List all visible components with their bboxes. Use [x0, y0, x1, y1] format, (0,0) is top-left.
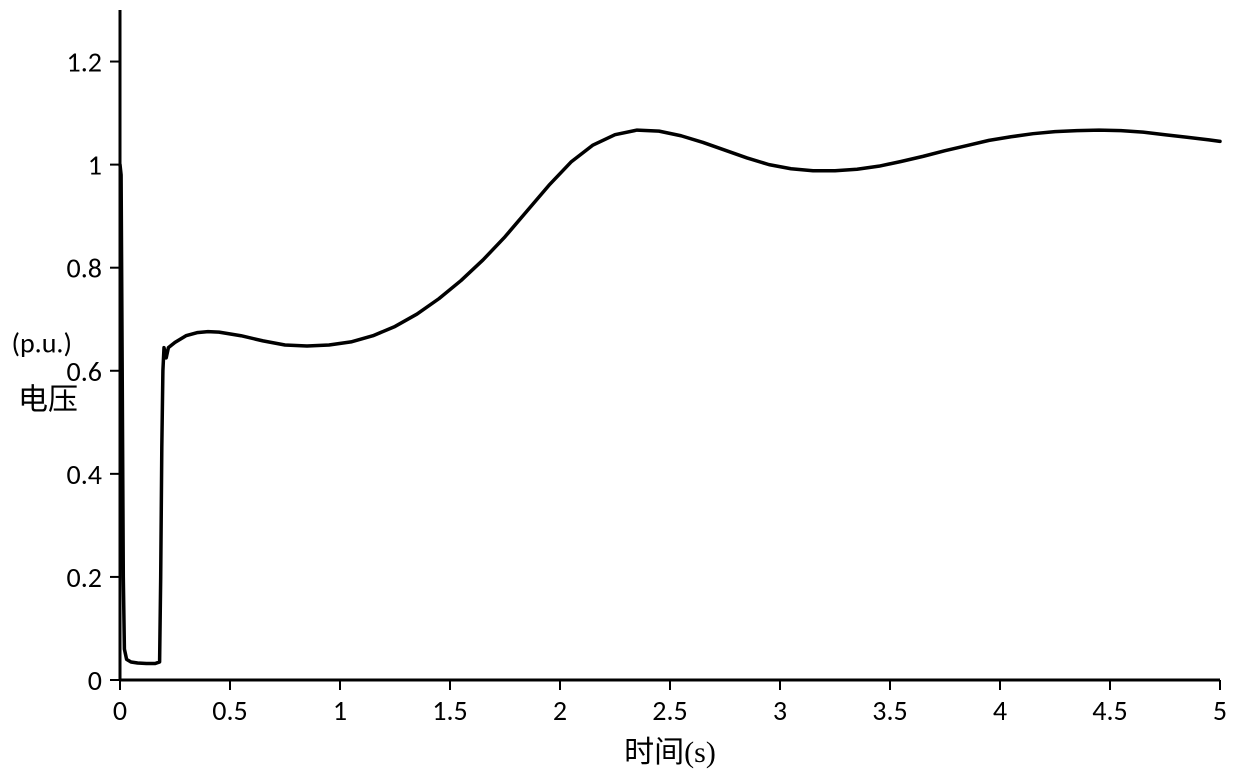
y-axis-unit: (p.u.) [11, 326, 72, 361]
x-tick-label: 4 [993, 693, 1007, 728]
chart-svg: 00.511.522.533.544.5500.20.40.60.811.2时间… [0, 0, 1239, 784]
x-axis-title: 时间(s) [624, 736, 716, 769]
y-tick-label: 0 [88, 663, 102, 698]
x-tick-label: 2 [553, 693, 567, 728]
y-tick-label: 1 [88, 148, 102, 183]
voltage-time-chart: 00.511.522.533.544.5500.20.40.60.811.2时间… [0, 0, 1239, 784]
x-tick-label: 0.5 [212, 693, 247, 728]
x-tick-label: 1.5 [432, 693, 467, 728]
x-tick-label: 2.5 [652, 693, 687, 728]
x-tick-label: 3 [773, 693, 787, 728]
x-tick-label: 4.5 [1092, 693, 1127, 728]
x-tick-label: 0 [113, 693, 127, 728]
x-tick-label: 1 [333, 693, 347, 728]
x-tick-label: 5 [1213, 693, 1227, 728]
y-tick-label: 0.2 [67, 560, 102, 595]
y-tick-label: 1.2 [67, 45, 102, 80]
y-tick-label: 0.8 [67, 251, 102, 286]
voltage-series [120, 130, 1220, 663]
y-tick-label: 0.4 [67, 457, 102, 492]
y-axis-title: 电压 [18, 383, 78, 416]
x-tick-label: 3.5 [872, 693, 907, 728]
